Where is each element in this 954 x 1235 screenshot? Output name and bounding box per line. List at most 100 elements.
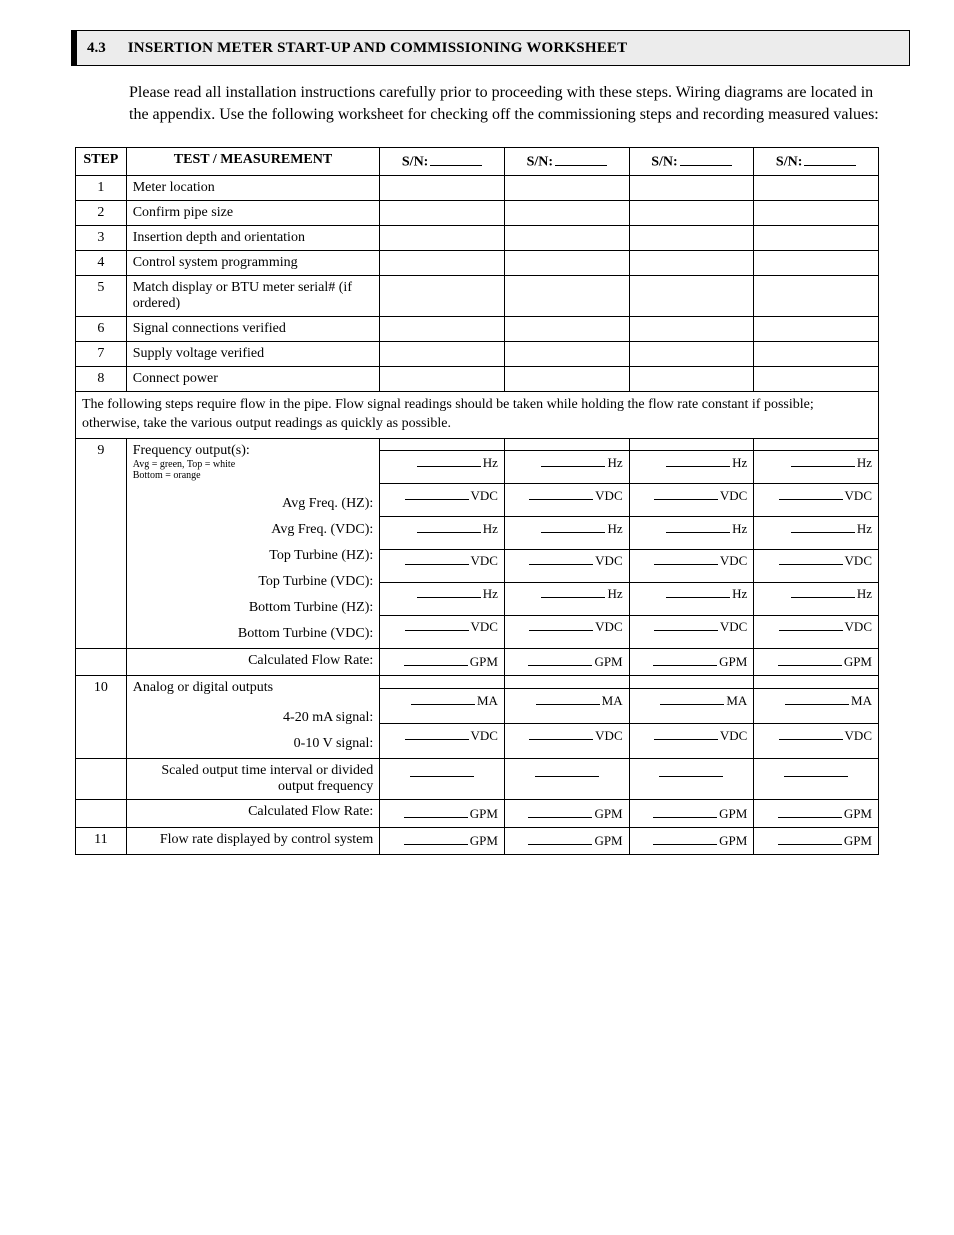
value-blank[interactable] [659,763,723,777]
unit-label: Hz [607,521,622,536]
value-blank[interactable] [541,453,605,467]
measurement-cell: VDC [629,615,754,648]
value-blank[interactable] [791,453,855,467]
value-blank[interactable] [654,552,718,566]
measurement-cell: GPM [380,800,505,828]
empty-cell [380,250,505,275]
empty-cell [629,366,754,391]
measurement-cell: Hz [754,582,879,615]
value-blank[interactable] [410,763,474,777]
step-number: 5 [76,275,127,316]
value-blank[interactable] [666,519,730,533]
empty-cell [504,316,629,341]
unit-label: MA [602,693,623,708]
measurement-cell: GPM [380,648,505,676]
value-blank[interactable] [778,653,842,667]
unit-label: GPM [470,806,498,821]
empty-cell [504,200,629,225]
empty-cell [754,175,879,200]
value-blank[interactable] [779,618,843,632]
step-label: Analog or digital outputs4-20 mA signal:… [126,676,380,759]
measure-label: Top Turbine (VDC): [133,566,374,592]
measurement-cell: VDC [754,615,879,648]
value-blank[interactable] [404,832,468,846]
value-blank[interactable] [791,519,855,533]
step-label: Frequency output(s):Avg = green, Top = w… [126,438,380,648]
value-blank[interactable] [417,519,481,533]
value-blank[interactable] [653,832,717,846]
value-blank[interactable] [529,486,593,500]
sn-blank[interactable] [680,152,732,166]
value-blank[interactable] [529,618,593,632]
value-blank[interactable] [791,585,855,599]
value-blank[interactable] [528,653,592,667]
value-blank[interactable] [541,519,605,533]
value-blank[interactable] [541,585,605,599]
value-blank[interactable] [404,804,468,818]
empty-cell [754,275,879,316]
value-blank[interactable] [405,486,469,500]
measurement-cell: GPM [754,827,879,855]
value-blank[interactable] [535,763,599,777]
unit-label: VDC [720,488,747,503]
sn-blank[interactable] [430,152,482,166]
value-blank[interactable] [666,453,730,467]
value-blank[interactable] [528,804,592,818]
value-blank[interactable] [653,804,717,818]
step-label: Insertion depth and orientation [126,225,380,250]
measurement-cell [754,759,879,800]
unit-label: Hz [732,521,747,536]
value-blank[interactable] [529,552,593,566]
empty-cell [380,676,505,689]
measurement-cell: MA [504,689,629,724]
value-blank[interactable] [405,726,469,740]
value-blank[interactable] [417,585,481,599]
unit-label: VDC [845,619,872,634]
empty-cell [754,225,879,250]
value-blank[interactable] [778,804,842,818]
value-blank[interactable] [404,653,468,667]
col-step: STEP [76,148,127,176]
step-label: Connect power [126,366,380,391]
empty-cell [754,366,879,391]
measurement-cell: Hz [504,582,629,615]
empty-cell [380,316,505,341]
empty-cell [504,250,629,275]
value-blank[interactable] [778,832,842,846]
sn-blank[interactable] [804,152,856,166]
unit-label: VDC [595,488,622,503]
unit-label: VDC [595,619,622,634]
value-blank[interactable] [417,453,481,467]
value-blank[interactable] [529,726,593,740]
value-blank[interactable] [779,726,843,740]
measurement-cell: VDC [629,724,754,759]
value-blank[interactable] [785,691,849,705]
value-blank[interactable] [654,486,718,500]
value-blank[interactable] [411,691,475,705]
value-blank[interactable] [654,726,718,740]
step-label: Control system programming [126,250,380,275]
value-blank[interactable] [784,763,848,777]
value-blank[interactable] [779,486,843,500]
empty-cell [380,275,505,316]
empty-cell [754,200,879,225]
measurement-cell: Hz [380,451,505,484]
sn-blank[interactable] [555,152,607,166]
value-blank[interactable] [405,552,469,566]
value-blank[interactable] [405,618,469,632]
value-blank[interactable] [666,585,730,599]
value-blank[interactable] [536,691,600,705]
table-row: 9Frequency output(s):Avg = green, Top = … [76,438,879,451]
value-blank[interactable] [654,618,718,632]
unit-label: VDC [595,553,622,568]
empty-cell [504,366,629,391]
measurement-cell: GPM [754,648,879,676]
value-blank[interactable] [653,653,717,667]
value-blank[interactable] [779,552,843,566]
unit-label: GPM [719,833,747,848]
measurement-cell: VDC [754,724,879,759]
value-blank[interactable] [528,832,592,846]
empty-cell [629,438,754,451]
measurement-cell: GPM [504,648,629,676]
value-blank[interactable] [660,691,724,705]
